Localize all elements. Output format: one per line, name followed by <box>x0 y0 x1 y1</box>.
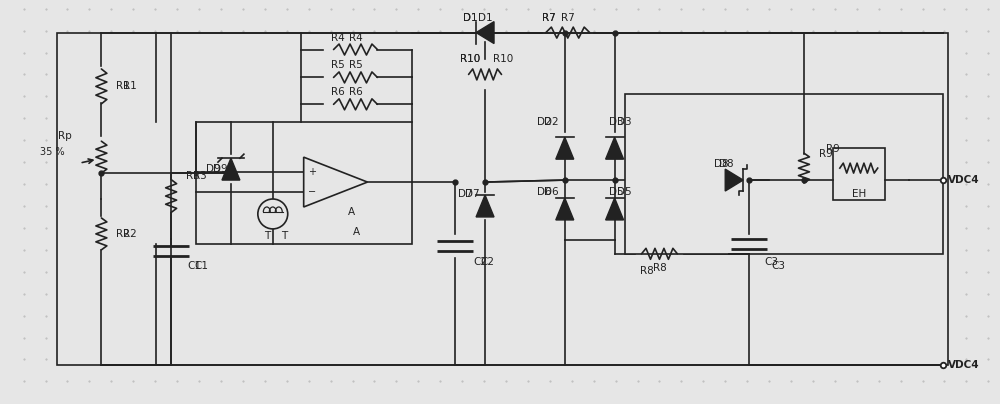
Text: R1: R1 <box>116 81 130 91</box>
Text: D6: D6 <box>537 187 551 197</box>
Polygon shape <box>222 158 240 180</box>
Text: R4: R4 <box>331 33 344 42</box>
Text: R10: R10 <box>460 55 480 65</box>
Text: C1: C1 <box>187 261 201 271</box>
Text: R10: R10 <box>493 55 513 65</box>
Text: C1: C1 <box>194 261 208 271</box>
Text: D1: D1 <box>478 13 492 23</box>
Text: EH: EH <box>852 189 866 199</box>
Text: D6: D6 <box>544 187 558 197</box>
Polygon shape <box>833 148 885 200</box>
Polygon shape <box>476 22 494 44</box>
Text: C2: C2 <box>480 257 494 267</box>
Text: R6: R6 <box>349 87 362 97</box>
Text: R10: R10 <box>460 55 480 65</box>
Polygon shape <box>606 137 624 159</box>
Polygon shape <box>625 95 943 254</box>
Text: D1: D1 <box>463 13 478 23</box>
Text: R9: R9 <box>819 149 833 159</box>
Text: C3: C3 <box>771 261 785 271</box>
Text: VDC4: VDC4 <box>947 360 979 370</box>
Text: D5: D5 <box>609 187 624 197</box>
Polygon shape <box>196 122 412 244</box>
Polygon shape <box>57 33 948 366</box>
Text: R8: R8 <box>640 266 653 276</box>
Text: R2: R2 <box>116 229 130 239</box>
Text: R4: R4 <box>349 33 362 42</box>
Text: A: A <box>348 207 355 217</box>
Text: VDC4: VDC4 <box>947 175 979 185</box>
Polygon shape <box>725 169 743 191</box>
Text: D3: D3 <box>609 117 624 127</box>
Text: R2: R2 <box>123 229 137 239</box>
Text: D2: D2 <box>544 117 558 127</box>
Text: R7: R7 <box>542 13 556 23</box>
Text: +: + <box>308 167 316 177</box>
Text: D8: D8 <box>714 159 729 169</box>
Text: D7: D7 <box>465 189 480 199</box>
Text: C3: C3 <box>764 257 778 267</box>
Polygon shape <box>556 198 574 220</box>
Text: Rp: Rp <box>58 131 71 141</box>
Text: R7: R7 <box>561 13 575 23</box>
Polygon shape <box>556 137 574 159</box>
Text: T: T <box>264 231 270 241</box>
Text: −: − <box>308 187 316 197</box>
Text: D8: D8 <box>719 159 734 169</box>
Text: D9: D9 <box>206 164 220 174</box>
Text: R6: R6 <box>331 87 344 97</box>
Polygon shape <box>304 157 367 207</box>
Text: D5: D5 <box>617 187 631 197</box>
Text: D9: D9 <box>213 164 228 174</box>
Text: R5: R5 <box>349 61 362 70</box>
Text: T: T <box>281 231 287 241</box>
Text: A: A <box>353 227 360 237</box>
Polygon shape <box>606 198 624 220</box>
Text: D2: D2 <box>537 117 551 127</box>
Polygon shape <box>476 195 494 217</box>
Text: D1: D1 <box>463 13 478 23</box>
Text: R5: R5 <box>331 61 344 70</box>
Text: 35 %: 35 % <box>40 147 64 157</box>
Text: C2: C2 <box>473 257 487 267</box>
Text: D3: D3 <box>617 117 631 127</box>
Text: D7: D7 <box>458 189 472 199</box>
Text: R9: R9 <box>826 144 840 154</box>
Circle shape <box>258 199 288 229</box>
Text: R3: R3 <box>186 171 200 181</box>
Text: R7: R7 <box>542 13 556 23</box>
Text: R3: R3 <box>193 171 207 181</box>
Text: R8: R8 <box>653 263 666 273</box>
Text: R1: R1 <box>123 81 137 91</box>
